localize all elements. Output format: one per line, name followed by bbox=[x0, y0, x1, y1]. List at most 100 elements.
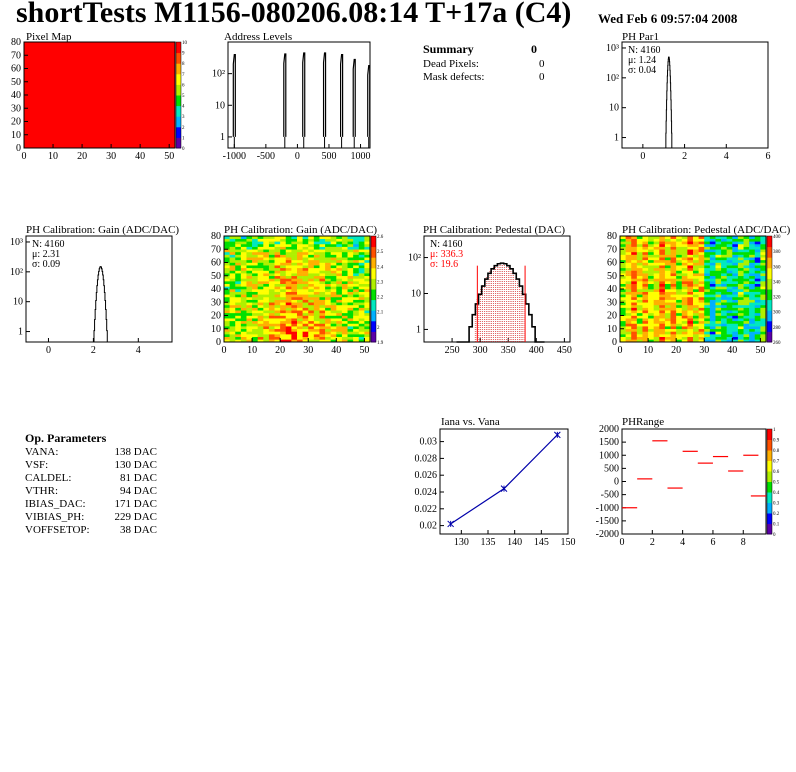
heatmap-cell bbox=[760, 323, 767, 327]
heatmap-cell bbox=[737, 238, 744, 242]
heatmap-cell bbox=[743, 251, 750, 255]
heatmap-cell bbox=[721, 289, 727, 292]
heatmap-cell bbox=[252, 320, 258, 324]
heatmap-cell bbox=[743, 336, 750, 340]
heatmap-cell bbox=[681, 281, 688, 284]
heatmap-cell bbox=[721, 299, 727, 303]
heatmap-cell bbox=[240, 243, 247, 247]
heatmap-cell bbox=[330, 315, 337, 319]
heatmap-cell bbox=[274, 315, 281, 319]
heatmap-cell bbox=[659, 302, 666, 306]
heatmap-cell bbox=[676, 289, 683, 292]
heatmap-cell bbox=[732, 246, 739, 250]
heatmap-cell bbox=[625, 273, 632, 277]
heatmap-cell bbox=[330, 291, 337, 295]
heatmap-cell bbox=[235, 254, 242, 258]
heatmap-cell bbox=[659, 326, 666, 330]
heatmap-cell bbox=[280, 238, 287, 242]
heatmap-cell bbox=[631, 304, 638, 308]
page-title: shortTests M1156-080206.08:14 T+17a (C4) bbox=[16, 0, 572, 29]
y-tick-label: -1000 bbox=[596, 503, 619, 514]
heatmap-cell bbox=[297, 257, 303, 261]
heatmap-cell bbox=[732, 291, 739, 295]
heatmap-cell bbox=[709, 270, 716, 274]
heatmap-cell bbox=[257, 302, 264, 306]
heatmap-cell bbox=[235, 336, 242, 340]
colorbar-cell bbox=[371, 254, 376, 258]
heatmap-cell bbox=[240, 339, 247, 343]
colorbar-cell bbox=[371, 339, 376, 343]
colorbar-cell bbox=[767, 457, 772, 461]
y-tick-label: 10 bbox=[211, 324, 221, 335]
heatmap-cell bbox=[721, 257, 727, 261]
colorbar-cell bbox=[767, 254, 772, 258]
heatmap-cell bbox=[704, 273, 711, 277]
heatmap-cell bbox=[336, 243, 343, 247]
heatmap-cell bbox=[291, 275, 298, 279]
heatmap-cell bbox=[749, 243, 756, 247]
heatmap-cell bbox=[642, 336, 649, 340]
heatmap-cell bbox=[698, 243, 705, 247]
heatmap-cell bbox=[653, 275, 660, 279]
heatmap-cell bbox=[240, 283, 247, 287]
heatmap-cell bbox=[325, 236, 331, 239]
heatmap-cell bbox=[659, 315, 666, 319]
heatmap-cell bbox=[325, 283, 331, 287]
colorbar-cell bbox=[371, 259, 376, 263]
heatmap-cell bbox=[257, 281, 264, 284]
heatmap-cell bbox=[341, 281, 348, 284]
heatmap-cell bbox=[642, 265, 649, 269]
heatmap-cell bbox=[721, 331, 727, 335]
heatmap-cell bbox=[687, 265, 694, 269]
heatmap-cell bbox=[754, 289, 761, 292]
op-param-row: IBIAS_DAC: 171 DAC bbox=[25, 498, 165, 511]
heatmap-cell bbox=[743, 265, 750, 269]
colorbar-cell bbox=[371, 251, 376, 256]
heatmap-cell bbox=[257, 246, 264, 250]
heatmap-cell bbox=[319, 299, 326, 303]
heatmap-cell bbox=[274, 339, 281, 343]
heatmap-cell bbox=[737, 302, 744, 306]
heatmap-cell bbox=[364, 315, 371, 319]
heatmap-cell bbox=[732, 259, 739, 263]
heatmap-cell bbox=[642, 318, 649, 322]
heatmap-cell bbox=[280, 257, 287, 261]
heatmap-cell bbox=[636, 304, 643, 308]
heatmap-cell bbox=[721, 267, 727, 271]
heatmap-cell bbox=[715, 331, 722, 335]
heatmap-cell bbox=[353, 291, 360, 295]
heatmap-cell bbox=[341, 283, 348, 287]
heatmap-cell bbox=[642, 267, 649, 271]
heatmap-cell bbox=[749, 302, 756, 306]
heatmap-cell bbox=[693, 270, 699, 274]
heatmap-cell bbox=[732, 278, 739, 282]
colorbar-cell bbox=[767, 241, 772, 245]
heatmap-cell bbox=[246, 275, 253, 279]
heatmap-cell bbox=[620, 267, 626, 271]
heatmap-cell bbox=[726, 262, 733, 266]
colorbar-cell bbox=[371, 238, 376, 242]
heatmap-cell bbox=[732, 302, 739, 306]
heatmap-cell bbox=[347, 320, 354, 324]
colorbar-cell bbox=[767, 468, 772, 472]
colorbar-frame bbox=[175, 41, 182, 149]
heatmap-cell bbox=[760, 281, 767, 284]
heatmap-cell bbox=[313, 246, 320, 250]
heatmap-cell bbox=[754, 286, 761, 290]
heatmap-cell bbox=[353, 281, 360, 284]
heatmap-cell bbox=[297, 275, 303, 279]
heatmap-cell bbox=[358, 246, 365, 250]
heatmap-cell bbox=[737, 331, 744, 335]
heatmap-cell bbox=[743, 267, 750, 271]
heatmap-cell bbox=[268, 310, 275, 314]
heatmap-cell bbox=[347, 296, 354, 300]
heatmap-cell bbox=[664, 251, 671, 255]
heatmap-cell bbox=[274, 326, 281, 330]
heatmap-cell bbox=[743, 294, 750, 298]
colorbar-cell bbox=[767, 339, 772, 343]
colorbar-cell bbox=[767, 486, 772, 490]
heatmap-cell bbox=[263, 326, 270, 330]
heatmap-cell bbox=[715, 273, 722, 277]
heatmap-cell bbox=[330, 249, 337, 253]
heatmap-cell bbox=[732, 289, 739, 292]
